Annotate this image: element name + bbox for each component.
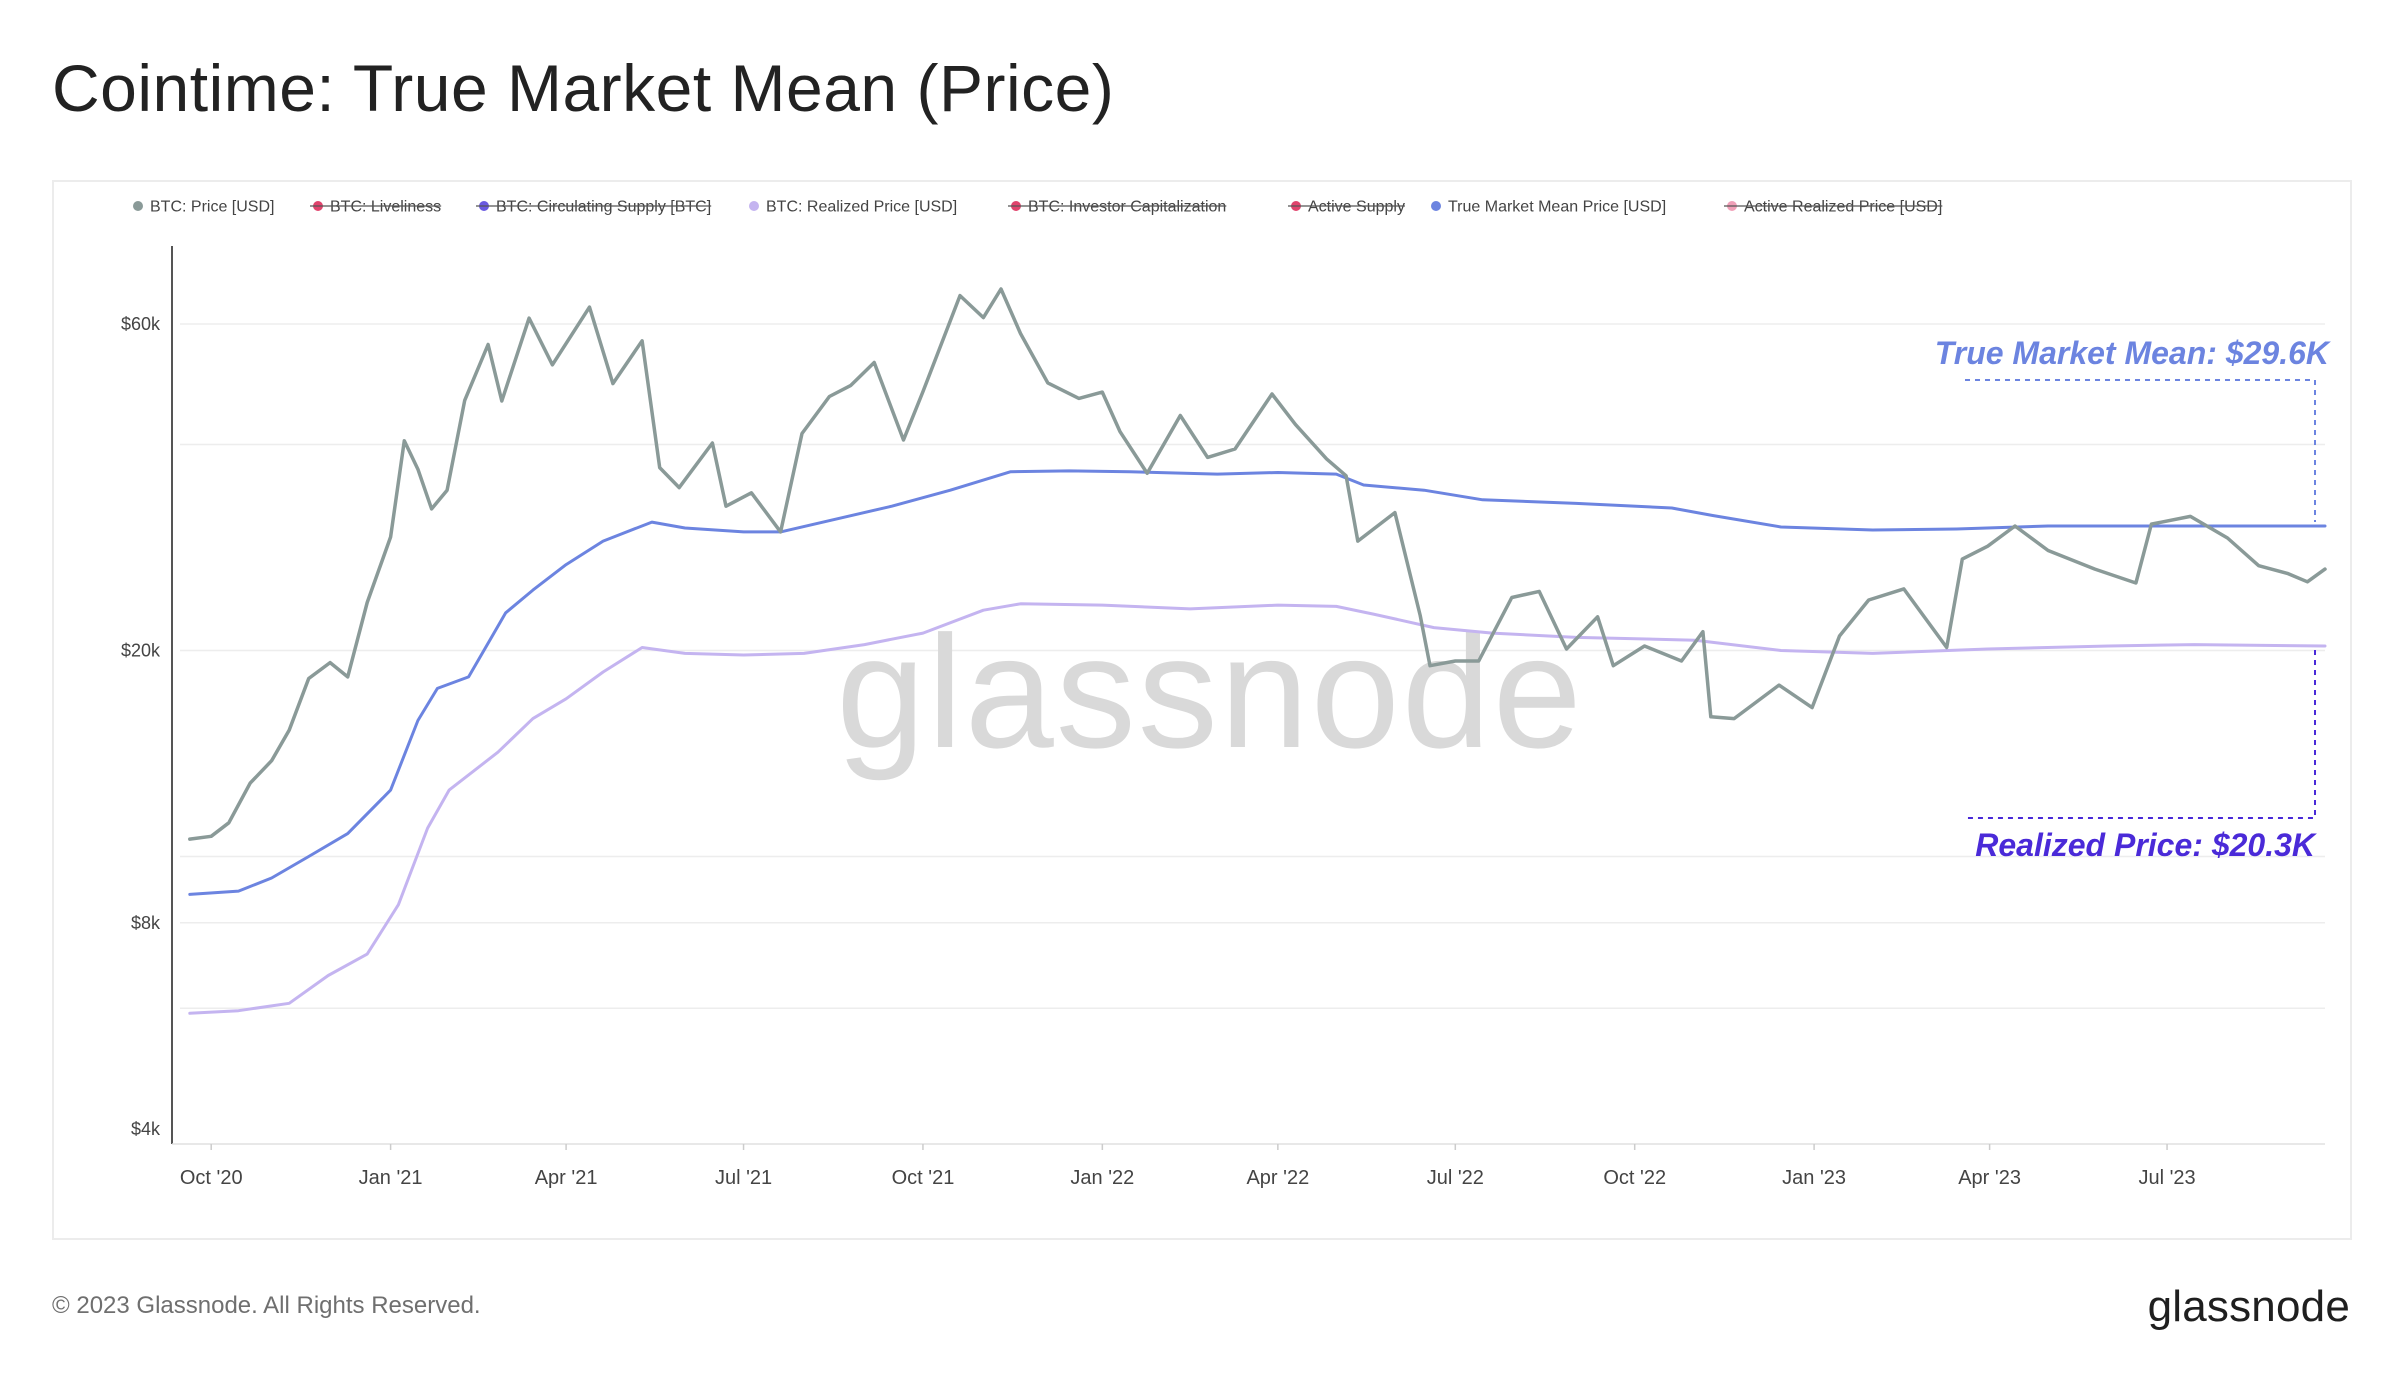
y-tick-label: $60k [121, 314, 161, 334]
legend-item: BTC: Liveliness [330, 199, 441, 216]
legend-item: BTC: Investor Capitalization [1028, 199, 1226, 216]
true-market-mean-leader [1965, 379, 2316, 523]
x-tick-label: Oct '21 [892, 1167, 955, 1189]
x-tick-label: Oct '22 [1603, 1167, 1666, 1189]
legend-item: BTC: Circulating Supply [BTC] [496, 199, 711, 216]
legend-marker [749, 201, 759, 211]
legend-item: True Market Mean Price [USD] [1448, 199, 1666, 216]
x-tick-label: Jan '22 [1070, 1167, 1134, 1189]
x-tick-label: Apr '22 [1246, 1167, 1309, 1189]
y-tick-labels: $60k $20k $8k $4k [121, 314, 161, 1139]
footer-logo: glassnode [2147, 1282, 2350, 1331]
x-tick-label: Jul '21 [715, 1167, 772, 1189]
x-tick-label: Jul '22 [1427, 1167, 1484, 1189]
footer-copyright: © 2023 Glassnode. All Rights Reserved. [52, 1292, 481, 1319]
x-tick-label: Jan '23 [1782, 1167, 1846, 1189]
x-tick-label: Jul '23 [2138, 1167, 2195, 1189]
chart-svg: glassnode $60k $20k $8k $4k Oct '20 Jan '21 A… [121, 199, 2332, 1190]
true-market-mean-callout: True Market Mean: $29.6K [1935, 335, 2332, 371]
series-line-btc-price-usd [188, 287, 2327, 841]
series-lines [188, 287, 2327, 1015]
x-tick-label: Apr '23 [1958, 1167, 2021, 1189]
legend-item: Active Supply [1308, 199, 1405, 216]
axes [171, 246, 2325, 1145]
chart-frame: glassnode $60k $20k $8k $4k Oct '20 Jan '21 A… [52, 180, 2352, 1240]
legend-item: BTC: Price [USD] [150, 199, 274, 216]
x-tick-label: Oct '20 [180, 1167, 243, 1189]
x-tick-label: Jan '21 [359, 1167, 423, 1189]
legend-marker [1431, 201, 1441, 211]
legend-item: Active Realized Price [USD] [1744, 199, 1942, 216]
realized-price-callout: Realized Price: $20.3K [1975, 827, 2318, 863]
y-tick-label: $4k [131, 1119, 161, 1139]
y-tick-label: $8k [131, 913, 161, 933]
x-tick-label: Apr '21 [535, 1167, 598, 1189]
grid-lines [180, 323, 2325, 1010]
series-line-true-market-mean-price-usd [188, 469, 2327, 896]
annotations: True Market Mean: $29.6K Realized Price: … [1935, 335, 2332, 863]
legend-marker [133, 201, 143, 211]
series-line-btc-realized-price-usd [188, 602, 2327, 1015]
x-tick-labels: Oct '20 Jan '21 Apr '21 Jul '21 Oct '21 Jan '… [180, 1144, 2196, 1189]
legend: BTC: Price [USD] BTC: Liveliness BTC: Circ… [133, 199, 1943, 216]
page-title: Cointime: True Market Mean (Price) [52, 51, 1115, 125]
realized-price-leader [1965, 650, 2316, 819]
y-tick-label: $20k [121, 640, 161, 660]
watermark: glassnode [836, 602, 1583, 781]
legend-item: BTC: Realized Price [USD] [766, 199, 957, 216]
